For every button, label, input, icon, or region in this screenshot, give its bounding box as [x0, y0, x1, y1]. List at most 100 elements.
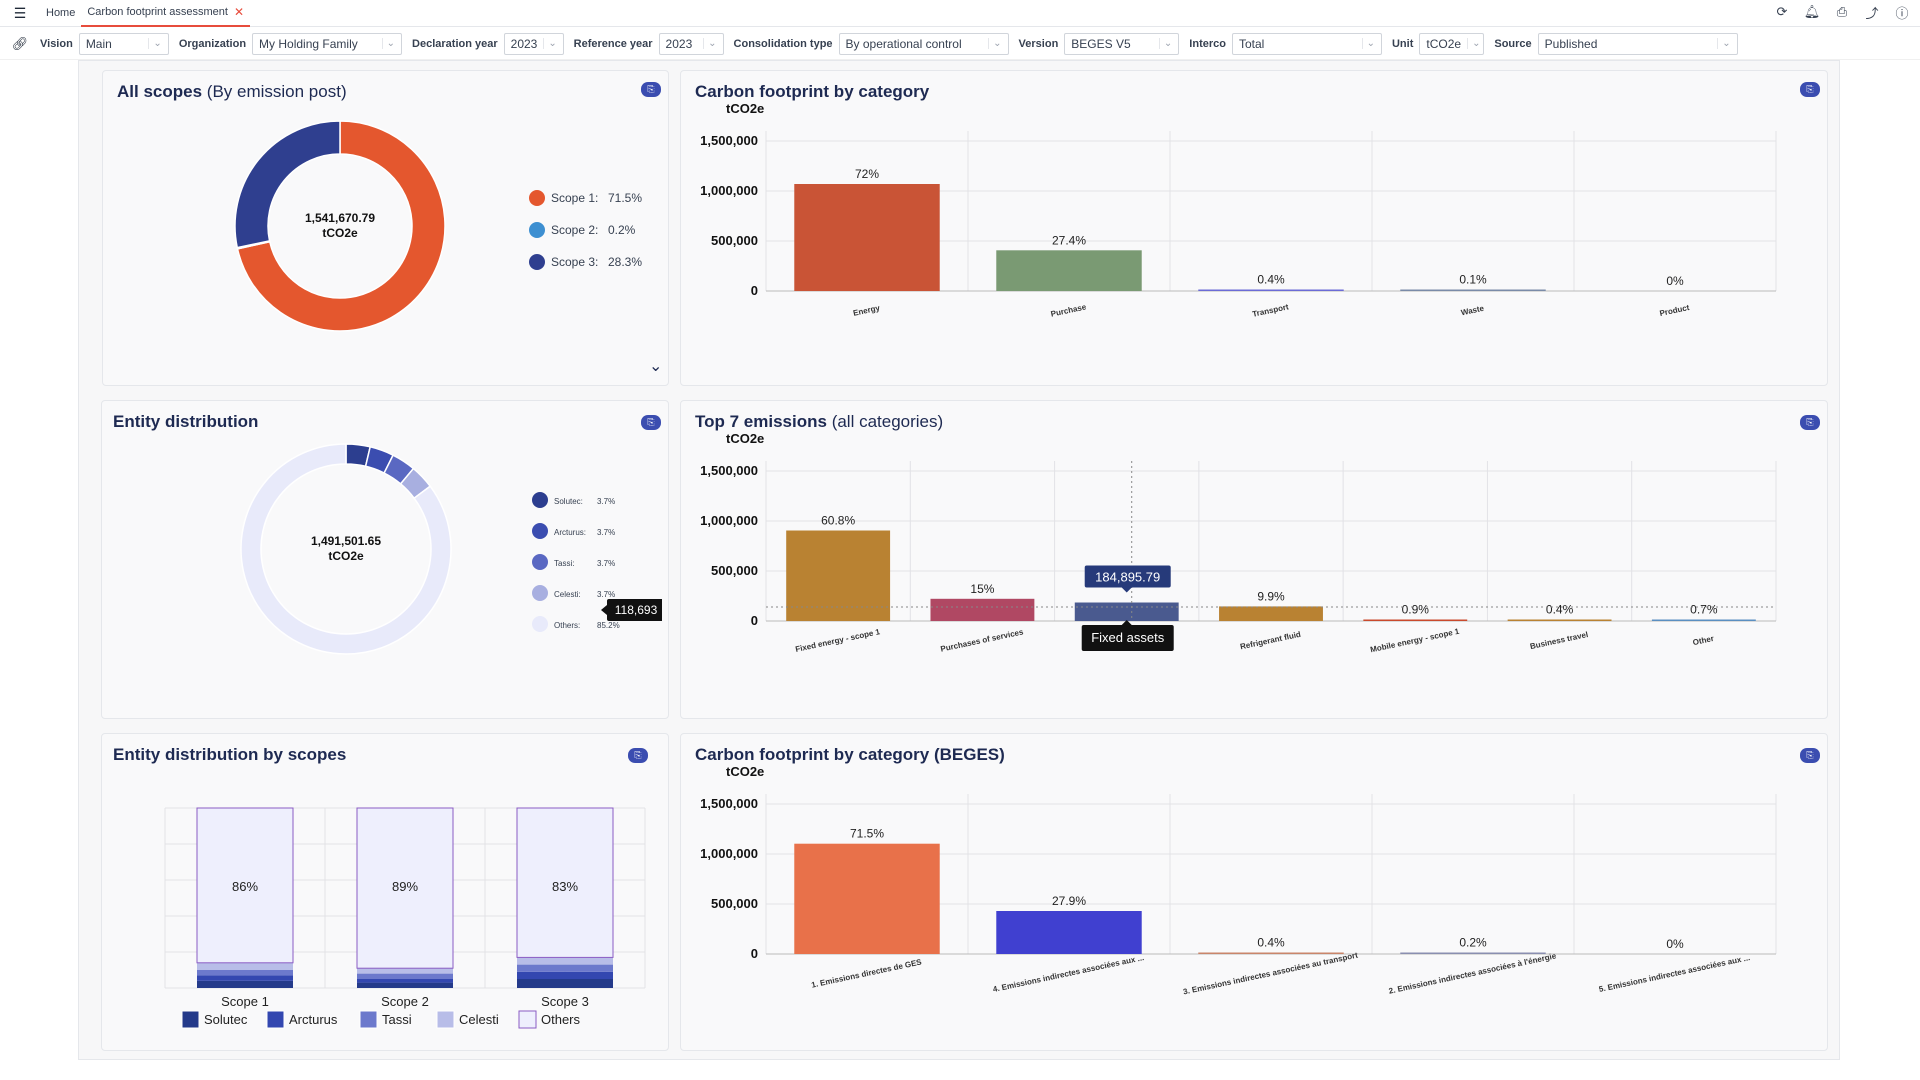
filter-label: Unit — [1391, 37, 1414, 50]
filter-select[interactable]: 2023 ⌄ — [503, 32, 564, 55]
legend-value: 0.2% — [608, 223, 636, 237]
center-value: 1,541,670.79 — [305, 211, 375, 225]
bar[interactable] — [1219, 606, 1323, 621]
chevron-down-icon: ⌄ — [1467, 38, 1480, 49]
legend-item[interactable]: Solutec — [181, 1010, 248, 1029]
filter-label: Source — [1494, 37, 1532, 50]
data-label: 0.4% — [1257, 936, 1285, 950]
legend-label: Solutec: — [554, 497, 583, 506]
filter-select[interactable]: Published ⌄ — [1537, 32, 1738, 55]
stacked-segment-others[interactable] — [516, 807, 614, 958]
bar[interactable] — [930, 598, 1035, 621]
print-icon[interactable]: ⎙ — [1836, 4, 1848, 19]
filter-organization: Organization My Holding Family ⌄ — [179, 32, 403, 55]
bar[interactable] — [1507, 619, 1612, 622]
slice-scope-1[interactable] — [236, 120, 446, 332]
stacked-segment-tassi[interactable] — [357, 973, 453, 979]
info-icon[interactable]: ⓘ — [1895, 5, 1909, 21]
share-icon[interactable]: ⤴ — [1865, 5, 1879, 21]
tooltip-label: Fixed assets — [1081, 620, 1174, 651]
download-icon[interactable]: ⎘ — [1800, 82, 1820, 97]
data-label: 0.4% — [1546, 603, 1574, 617]
filter-select[interactable]: tCO2e ⌄ — [1419, 32, 1485, 55]
stacked-segment-solutec[interactable] — [357, 982, 453, 988]
legend-label: Tassi — [382, 1012, 412, 1027]
slice-scope-3[interactable] — [234, 120, 341, 249]
chevron-down-icon[interactable]: ⌄ — [649, 358, 663, 375]
bar[interactable] — [1198, 289, 1344, 292]
bell-icon[interactable]: 🔔︎ — [1803, 4, 1821, 19]
download-icon[interactable]: ⎘ — [641, 415, 661, 430]
y-tick-label: 0 — [751, 613, 758, 628]
filter-select[interactable]: 2023 ⌄ — [658, 32, 724, 55]
legend-item[interactable]: Others — [518, 1010, 581, 1029]
bar[interactable] — [794, 184, 940, 291]
filter-bar: 🔗︎ Vision Main ⌄ Organization My Holding Fam… — [0, 28, 1920, 60]
x-tick-label: Energy — [852, 303, 881, 318]
legend-item[interactable]: Arcturus — [266, 1010, 338, 1029]
legend-marker — [518, 1010, 537, 1029]
filter-select[interactable]: Main ⌄ — [78, 32, 169, 55]
bar[interactable] — [996, 250, 1142, 291]
legend-item[interactable]: Tassi — [359, 1010, 412, 1029]
filter-select[interactable]: My Holding Family ⌄ — [252, 32, 403, 55]
x-tick-label: Refrigerant fluid — [1239, 630, 1301, 652]
filter-select[interactable]: By operational control ⌄ — [838, 32, 1009, 55]
bar[interactable] — [1400, 952, 1546, 955]
filter-select[interactable]: BEGES V5 ⌄ — [1064, 32, 1180, 55]
filter-label: Version — [1018, 37, 1059, 50]
y-tick-label: 1,500,000 — [700, 796, 758, 811]
menu-icon[interactable]: ☰ — [13, 4, 27, 21]
stacked-segment-celesti[interactable] — [197, 962, 293, 970]
link-icon[interactable]: 🔗︎ — [11, 35, 29, 51]
x-tick-label: Product — [1659, 303, 1691, 318]
download-icon[interactable]: ⎘ — [641, 82, 661, 97]
stacked-segment-tassi[interactable] — [517, 964, 613, 972]
stacked-segment-arcturus[interactable] — [517, 971, 613, 979]
refresh-icon[interactable]: ⟳ — [1776, 4, 1788, 19]
tab-home[interactable]: Home — [46, 7, 76, 19]
bar[interactable] — [1363, 619, 1468, 622]
filter-select[interactable]: Total ⌄ — [1231, 32, 1382, 55]
bar[interactable] — [786, 530, 891, 622]
data-label: 71.5% — [850, 827, 884, 841]
stacked-segment-arcturus[interactable] — [197, 975, 293, 981]
legend-marker — [359, 1010, 378, 1029]
chevron-down-icon: ⌄ — [988, 38, 1002, 49]
bar[interactable] — [794, 843, 940, 954]
stacked-segment-others[interactable] — [196, 807, 294, 964]
slice-others[interactable] — [240, 443, 452, 655]
bar[interactable] — [1651, 619, 1756, 622]
stacked-segment-solutec[interactable] — [517, 979, 613, 988]
bar[interactable] — [1074, 602, 1179, 621]
download-icon[interactable]: ⎘ — [1800, 748, 1820, 763]
bar[interactable] — [1198, 952, 1344, 955]
top7-chart: tCO2e 0 500,000 1,000,000 1,500,000 60.8% Fixe… — [700, 431, 1777, 654]
card-all-scopes: All scopes (By emission post) ⎘ 1,541,67… — [102, 70, 669, 386]
x-tick-label: Purchases of services — [940, 627, 1025, 653]
bar[interactable] — [1400, 289, 1546, 292]
legend-marker — [532, 492, 548, 508]
stacked-segment-others[interactable] — [356, 807, 454, 969]
filter-label: Vision — [40, 37, 73, 50]
y-tick-label: 500,000 — [711, 896, 758, 911]
tooltip-value: 118,693 — [615, 603, 658, 617]
card-title: All scopes (By emission post) — [117, 82, 347, 101]
data-label: 0% — [1666, 274, 1684, 288]
legend-value: 3.7% — [597, 528, 615, 537]
stacked-segment-arcturus[interactable] — [357, 979, 453, 983]
legend-item[interactable]: Celesti — [436, 1010, 499, 1029]
download-icon[interactable]: ⎘ — [628, 748, 648, 763]
tab-carbon-footprint[interactable]: Carbon footprint assessment ✕ — [81, 0, 251, 27]
stacked-segment-tassi[interactable] — [197, 970, 293, 976]
filter-source: Source Published ⌄ — [1494, 32, 1738, 55]
download-icon[interactable]: ⎘ — [1800, 415, 1820, 430]
stacked-segment-celesti[interactable] — [357, 968, 453, 974]
stacked-segment-solutec[interactable] — [197, 980, 293, 988]
bar[interactable] — [996, 911, 1142, 954]
stacked-segment-celesti[interactable] — [517, 957, 613, 965]
filter-consolidation-type: Consolidation type By operational control… — [734, 32, 1009, 55]
close-tab-icon[interactable]: ✕ — [233, 5, 245, 19]
